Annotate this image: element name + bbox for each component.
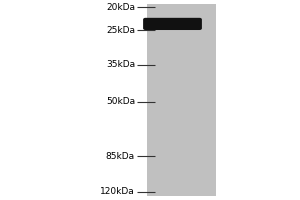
Text: 50kDa: 50kDa xyxy=(106,97,135,106)
Bar xyxy=(147,4,216,196)
Text: 25kDa: 25kDa xyxy=(106,26,135,35)
Text: 20kDa: 20kDa xyxy=(106,3,135,12)
FancyBboxPatch shape xyxy=(143,18,202,30)
Text: 120kDa: 120kDa xyxy=(100,187,135,196)
Text: 35kDa: 35kDa xyxy=(106,60,135,69)
Text: 85kDa: 85kDa xyxy=(106,152,135,161)
